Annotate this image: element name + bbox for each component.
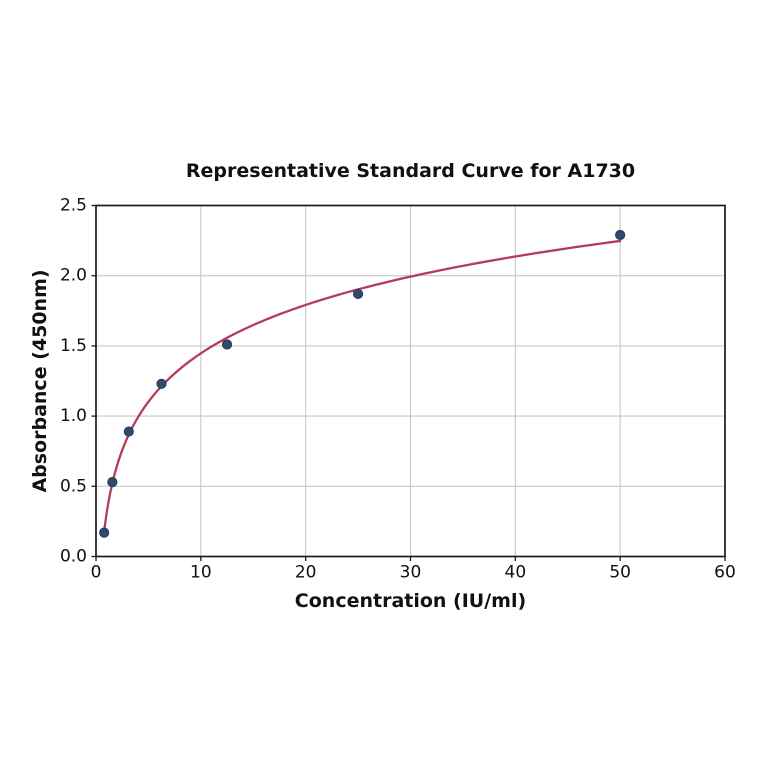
y-tick-label: 0.5 (60, 476, 87, 496)
data-point (615, 229, 626, 241)
x-tick-label: 40 (505, 563, 527, 583)
x-tick-label: 10 (190, 563, 212, 583)
data-point (352, 288, 364, 300)
x-tick-label: 50 (609, 563, 631, 583)
data-point (123, 426, 134, 437)
data-point (107, 476, 118, 488)
data-point (156, 378, 167, 389)
x-tick-label: 0 (91, 563, 102, 583)
data-point (221, 339, 233, 350)
y-tick-label: 2.5 (60, 196, 87, 216)
y-tick-label: 1.0 (60, 406, 87, 426)
x-axis-label: Concentration (IU/ml) (294, 590, 527, 612)
x-tick-label: 60 (714, 563, 736, 583)
fit-curve (103, 239, 622, 533)
x-tick-label: 20 (295, 563, 317, 583)
x-tick-label: 30 (400, 563, 422, 583)
y-tick-label: 1.5 (60, 336, 87, 356)
chart-title: Representative Standard Curve for A1730 (185, 160, 636, 182)
data-point (99, 527, 110, 538)
y-tick-label: 0.0 (60, 547, 87, 567)
y-tick-label: 2.0 (60, 266, 87, 286)
